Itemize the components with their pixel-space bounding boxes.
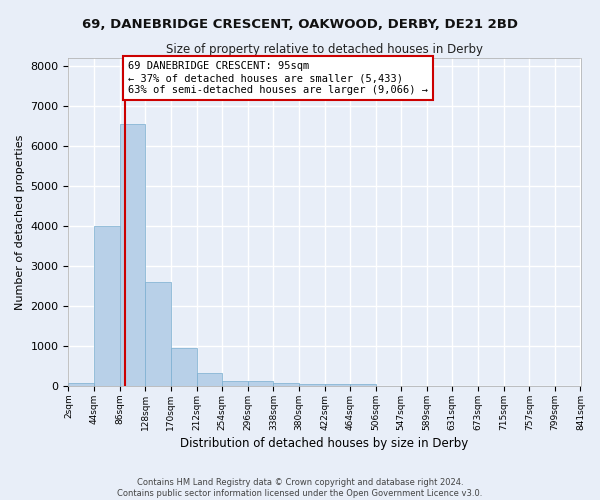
Text: Contains HM Land Registry data © Crown copyright and database right 2024.
Contai: Contains HM Land Registry data © Crown c… [118,478,482,498]
Bar [274,383,299,386]
Bar [325,384,350,386]
Text: 69, DANEBRIDGE CRESCENT, OAKWOOD, DERBY, DE21 2BD: 69, DANEBRIDGE CRESCENT, OAKWOOD, DERBY,… [82,18,518,30]
Bar [68,383,94,386]
Bar [222,381,248,386]
Text: 69 DANEBRIDGE CRESCENT: 95sqm
← 37% of detached houses are smaller (5,433)
63% o: 69 DANEBRIDGE CRESCENT: 95sqm ← 37% of d… [128,62,428,94]
Bar [171,348,197,386]
Bar [145,282,171,386]
Bar [119,124,145,386]
Bar [299,384,325,386]
Title: Size of property relative to detached houses in Derby: Size of property relative to detached ho… [166,42,483,56]
X-axis label: Distribution of detached houses by size in Derby: Distribution of detached houses by size … [181,437,469,450]
Bar [197,373,222,386]
Bar [350,384,376,386]
Y-axis label: Number of detached properties: Number of detached properties [15,134,25,310]
Bar [94,226,119,386]
Bar [248,381,274,386]
